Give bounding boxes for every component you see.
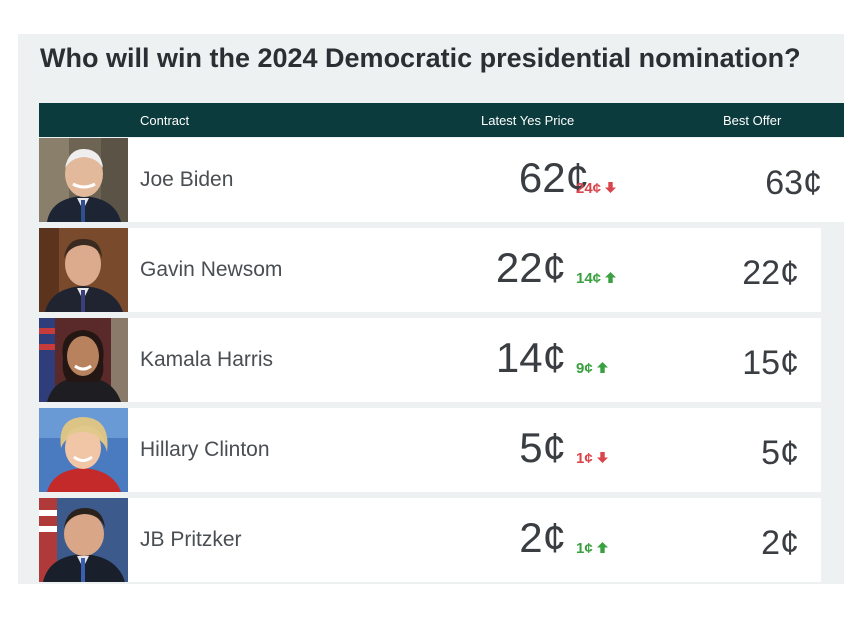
contract-name: JB Pritzker	[140, 528, 242, 551]
table-header: Contract Latest Yes Price Best Offer	[39, 103, 844, 137]
best-offer-price[interactable]: 2¢	[761, 524, 799, 562]
arrow-down-icon	[605, 182, 617, 193]
contract-row-hillary-clinton[interactable]: Hillary Clinton 5¢ 1¢ 5¢	[39, 408, 821, 492]
price-change: 9¢	[576, 360, 608, 377]
contract-name: Hillary Clinton	[140, 438, 270, 461]
candidate-photo	[39, 318, 128, 402]
best-offer-price[interactable]: 22¢	[742, 254, 799, 292]
contract-row-gavin-newsom[interactable]: Gavin Newsom 22¢ 14¢ 22¢	[39, 228, 821, 312]
price-change-value: 14¢	[576, 270, 602, 287]
price-change-value: 9¢	[576, 360, 593, 377]
arrow-up-icon	[596, 362, 608, 373]
contract-row-kamala-harris[interactable]: Kamala Harris 14¢ 9¢ 15¢	[39, 318, 821, 402]
candidate-photo	[39, 138, 128, 222]
price-change-value: 1¢	[576, 540, 593, 557]
latest-yes-price: 2¢	[519, 514, 566, 561]
candidate-photo	[39, 408, 128, 492]
arrow-up-icon	[605, 272, 617, 283]
column-header-best-offer: Best Offer	[723, 113, 782, 128]
arrow-up-icon	[596, 542, 608, 553]
contract-row-jb-pritzker[interactable]: JB Pritzker 2¢ 1¢ 2¢	[39, 498, 821, 582]
price-change: 1¢	[576, 540, 608, 557]
arrow-down-icon	[596, 452, 608, 463]
column-header-latest-yes-price: Latest Yes Price	[481, 113, 575, 128]
contract-name: Joe Biden	[140, 168, 234, 191]
price-change-value: 1¢	[576, 450, 593, 467]
page-title: Who will win the 2024 Democratic preside…	[40, 43, 801, 73]
price-change: 1¢	[576, 450, 608, 467]
best-offer-price[interactable]: 63¢	[765, 164, 822, 202]
contract-name: Gavin Newsom	[140, 258, 283, 281]
latest-yes-price: 14¢	[495, 334, 566, 381]
latest-yes-price: 5¢	[519, 424, 566, 471]
contract-name: Kamala Harris	[140, 348, 274, 371]
contract-row-joe-biden[interactable]: Joe Biden 62¢ 24¢ 63¢	[39, 138, 844, 222]
candidate-photo	[39, 498, 128, 582]
price-change: 24¢	[576, 180, 617, 197]
best-offer-price[interactable]: 5¢	[761, 434, 799, 472]
latest-yes-price: 62¢	[518, 154, 589, 201]
price-change: 14¢	[576, 270, 617, 287]
best-offer-price[interactable]: 15¢	[742, 344, 799, 382]
column-header-contract: Contract	[140, 113, 190, 128]
latest-yes-price: 22¢	[495, 244, 566, 291]
market-panel: Who will win the 2024 Democratic preside…	[18, 34, 844, 584]
candidate-photo	[39, 228, 128, 312]
price-change-value: 24¢	[576, 180, 602, 197]
